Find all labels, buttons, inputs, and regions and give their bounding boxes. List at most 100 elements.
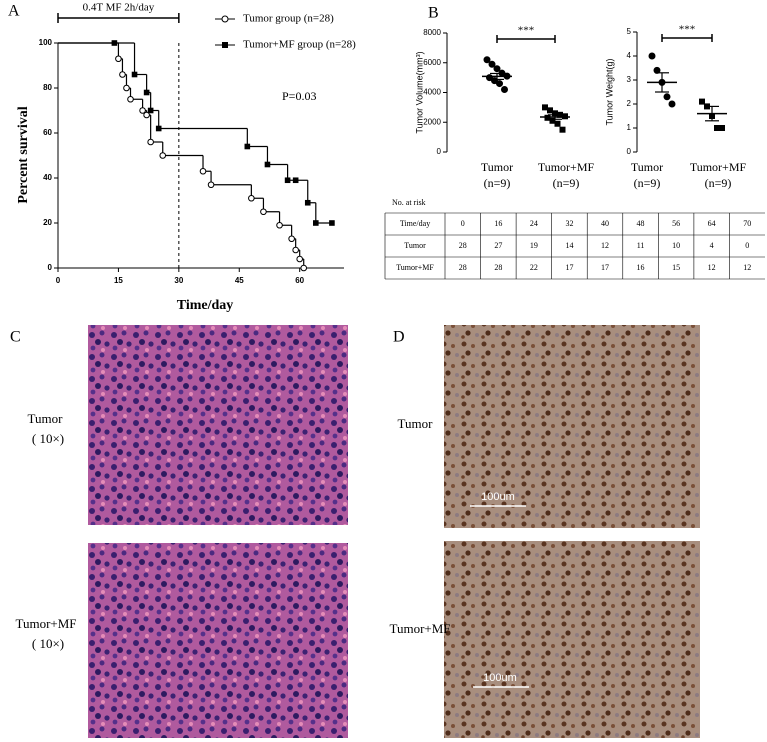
table-cell: 64 [708,219,716,228]
panel-label: B [428,5,439,22]
table-cell: 17 [565,263,573,272]
x-tick-note: (n=9) [634,176,661,190]
y-tick-label: 20 [43,218,52,227]
x-tick-label: Tumor+MF [538,160,595,174]
legend-marker [221,15,229,23]
data-point [714,125,720,131]
data-point [554,120,561,127]
x-tick-note: (n=9) [484,176,511,190]
data-point [300,264,308,272]
data-point [264,161,271,168]
data-point [547,107,553,114]
data-point [292,246,299,254]
scale-label: 100um [481,491,515,503]
data-point [131,71,138,78]
table-cell: 0 [745,241,749,250]
data-point [493,65,501,73]
legend-label: Tumor group (n=28) [243,13,334,25]
table-cell: Time/day [400,219,430,228]
y-axis-label: Percent survival [16,106,31,203]
data-point [119,71,126,78]
table-cell: 24 [530,219,538,228]
he-image [88,543,348,738]
x-tick-label: 60 [295,276,304,285]
x-tick-label: Tumor [631,160,663,174]
x-tick-label: 0 [56,276,61,285]
x-tick-label: 15 [114,276,123,285]
table-cell: 56 [672,219,680,228]
legend-marker [222,42,228,48]
magnification: ( 10×) [32,636,64,651]
y-tick-label: 60 [43,128,52,137]
y-tick-label: 0 [627,147,632,156]
table-title: No. at risk [392,198,426,207]
table-cell: 28 [459,241,467,250]
ihc-label: Tumor [398,416,434,431]
data-point [552,110,558,117]
table-cell: 17 [601,263,609,272]
data-point [139,107,146,114]
data-point [663,93,671,101]
he-label: Tumor [28,411,64,426]
significance: *** [518,25,535,37]
data-point [501,86,508,94]
y-axis-label: Tumor Weight(g) [604,58,614,125]
data-point [648,52,656,60]
y-tick-label: 5 [627,27,632,36]
x-tick-label: 45 [235,276,244,285]
data-point [248,194,255,202]
table-cell: 27 [494,241,502,250]
data-point [143,89,150,96]
data-point [542,104,548,111]
y-tick-label: 2 [627,99,632,108]
data-point [699,98,705,105]
y-axis-label: Tumor Volume(mm³) [414,51,424,133]
panel-label: A [8,3,20,20]
table-cell: 15 [672,263,680,272]
data-point [288,235,295,243]
x-tick-label: Tumor [481,160,513,174]
table-cell: 22 [530,263,538,272]
x-axis-label: Time/day [177,298,234,313]
table-cell: 14 [565,241,573,250]
data-point [147,138,154,146]
table-cell: 48 [637,219,645,228]
data-point [304,199,311,206]
data-point [549,117,556,124]
ihc-image [444,325,700,528]
data-point [329,220,335,226]
table-cell: 28 [494,263,502,272]
y-tick-label: 100 [39,38,53,47]
x-tick-note: (n=9) [553,176,580,190]
table-cell: 32 [565,219,573,228]
y-tick-label: 1 [627,123,632,132]
y-tick-label: 6000 [423,58,441,67]
data-point [496,80,503,88]
y-tick-label: 0 [437,147,442,156]
magnification: ( 10×) [32,431,64,446]
data-point [559,126,566,133]
table-cell: Tumor+MF [396,263,434,272]
table-cell: 11 [637,241,645,250]
data-point [244,143,251,150]
y-tick-label: 4000 [423,88,441,97]
table-cell: 12 [743,263,751,272]
he-label: Tumor+MF [15,616,76,631]
table-cell: 19 [530,241,538,250]
data-point [207,181,215,189]
y-tick-label: 3 [627,75,632,84]
panel-label: C [10,329,21,346]
y-tick-label: 4 [627,51,632,60]
data-point [155,125,162,132]
ihc-label: Tumor+MF [389,621,450,636]
table-cell: 40 [601,219,609,228]
table-cell: 16 [494,219,502,228]
panel-label: D [393,329,405,346]
y-tick-label: 8000 [423,28,441,37]
table-cell: 4 [710,241,714,250]
data-point [123,84,130,92]
y-tick-label: 40 [43,173,52,182]
data-point [199,167,207,175]
ihc-image [444,541,700,738]
